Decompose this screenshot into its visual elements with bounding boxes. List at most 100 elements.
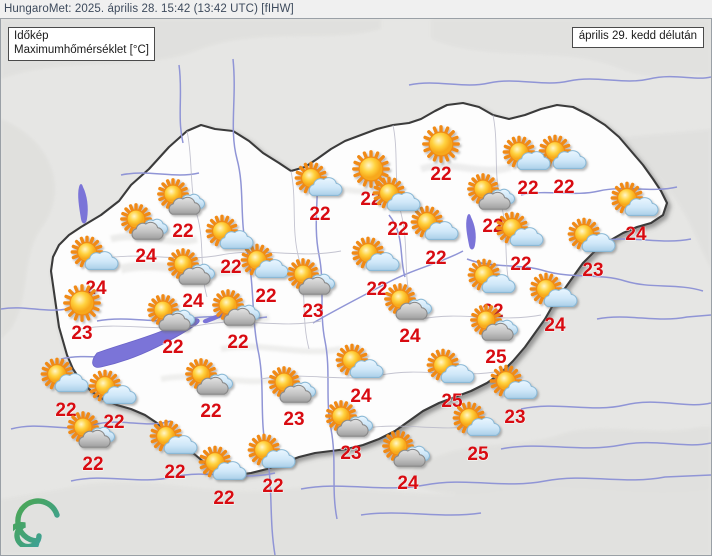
hungaromet-logo-icon: [13, 498, 60, 547]
station-temperature: 22: [255, 286, 277, 307]
station-temperature: 24: [399, 326, 421, 347]
sun-behind-gray-cloud-icon: [371, 428, 445, 478]
sun-behind-light-cloud-icon: [361, 174, 435, 224]
map-title-line1: Időkép: [14, 30, 49, 42]
station-temperature: 25: [441, 391, 463, 412]
station-marker[interactable]: 24: [371, 428, 445, 493]
station-marker[interactable]: 22: [187, 443, 261, 508]
station-marker[interactable]: 22: [404, 119, 478, 184]
sun-behind-gray-cloud-icon: [109, 201, 183, 251]
station-temperature: 22: [262, 476, 284, 497]
station-marker[interactable]: 25: [415, 346, 489, 411]
station-marker[interactable]: 22: [334, 144, 408, 209]
sun-behind-light-cloud-icon: [518, 270, 592, 320]
station-temperature: 24: [625, 224, 647, 245]
station-marker[interactable]: 22: [194, 212, 268, 277]
station-marker[interactable]: 22: [283, 159, 357, 224]
station-temperature: 22: [425, 248, 447, 269]
station-marker[interactable]: 22: [491, 133, 565, 198]
station-marker[interactable]: 23: [314, 398, 388, 463]
station-temperature: 22: [553, 177, 575, 198]
sun-icon: [404, 119, 478, 169]
station-marker[interactable]: 24: [518, 270, 592, 335]
station-marker[interactable]: 22: [361, 174, 435, 239]
station-marker[interactable]: 22: [146, 176, 220, 241]
station-temperature: 22: [162, 337, 184, 358]
sun-behind-light-cloud-icon: [441, 399, 515, 449]
sun-behind-gray-cloud-icon: [136, 292, 210, 342]
station-marker[interactable]: 22: [29, 355, 103, 420]
sun-behind-gray-cloud-icon: [257, 364, 331, 414]
station-temperature: 22: [366, 279, 388, 300]
sun-behind-gray-cloud-icon: [174, 356, 248, 406]
station-temperature: 23: [71, 323, 93, 344]
station-temperature: 23: [302, 301, 324, 322]
station-marker[interactable]: 24: [599, 179, 673, 244]
station-temperature: 24: [397, 473, 419, 494]
station-temperature: 25: [485, 347, 507, 368]
sun-behind-gray-cloud-icon: [314, 398, 388, 448]
station-temperature: 22: [517, 178, 539, 199]
station-marker[interactable]: 23: [276, 256, 350, 321]
sun-behind-light-cloud-icon: [399, 203, 473, 253]
sun-behind-gray-cloud-icon: [459, 302, 533, 352]
station-temperature: 22: [103, 412, 125, 433]
station-marker[interactable]: 22: [484, 209, 558, 274]
station-temperature: 22: [213, 488, 235, 509]
sun-behind-gray-cloud-icon: [456, 171, 530, 221]
station-marker[interactable]: 22: [236, 431, 310, 496]
sun-behind-light-cloud-icon: [456, 256, 530, 306]
sun-behind-light-cloud-icon: [324, 341, 398, 391]
station-marker[interactable]: 22: [456, 171, 530, 236]
station-temperature: 22: [227, 332, 249, 353]
sun-behind-light-cloud-icon: [484, 209, 558, 259]
forecast-period-box: április 29. kedd délután: [571, 27, 704, 48]
sun-behind-light-cloud-icon: [29, 355, 103, 405]
sun-icon: [45, 278, 119, 328]
station-temperature: 22: [200, 401, 222, 422]
station-temperature: 24: [135, 246, 157, 267]
sun-behind-light-cloud-icon: [283, 159, 357, 209]
sun-behind-gray-cloud-icon: [373, 281, 447, 331]
station-marker[interactable]: 24: [156, 246, 230, 311]
station-temperature: 23: [340, 443, 362, 464]
station-marker[interactable]: 24: [373, 281, 447, 346]
station-temperature: 23: [504, 407, 526, 428]
station-temperature: 22: [387, 219, 409, 240]
map-title-box: Időkép Maximumhőmérséklet [°C]: [8, 27, 155, 61]
station-marker[interactable]: 22: [136, 292, 210, 357]
station-marker[interactable]: 24: [109, 201, 183, 266]
station-marker[interactable]: 22: [399, 203, 473, 268]
station-marker[interactable]: 23: [478, 362, 552, 427]
station-marker[interactable]: 25: [441, 399, 515, 464]
sun-behind-light-cloud-icon: [187, 443, 261, 493]
station-temperature: 22: [309, 204, 331, 225]
station-marker[interactable]: 22: [340, 234, 414, 299]
station-marker[interactable]: 22: [174, 356, 248, 421]
station-marker[interactable]: 22: [138, 417, 212, 482]
sun-behind-light-cloud-icon: [59, 233, 133, 283]
sun-behind-light-cloud-icon: [599, 179, 673, 229]
station-marker[interactable]: 22: [56, 409, 130, 474]
station-marker[interactable]: 22: [201, 287, 275, 352]
sun-behind-light-cloud-icon: [77, 367, 151, 417]
station-marker[interactable]: 22: [77, 367, 151, 432]
sun-behind-light-cloud-icon: [138, 417, 212, 467]
sun-behind-light-cloud-icon: [340, 234, 414, 284]
station-marker[interactable]: 22: [229, 241, 303, 306]
sun-behind-light-cloud-icon: [229, 241, 303, 291]
sun-behind-gray-cloud-icon: [56, 409, 130, 459]
map-canvas[interactable]: Időkép Maximumhőmérséklet [°C] április 2…: [0, 18, 712, 556]
station-marker[interactable]: 23: [257, 364, 331, 429]
station-marker[interactable]: 23: [45, 278, 119, 343]
station-temperature: 24: [350, 386, 372, 407]
station-temperature: 23: [582, 260, 604, 281]
sun-behind-light-cloud-icon: [415, 346, 489, 396]
sun-behind-light-cloud-icon: [491, 133, 565, 183]
station-marker[interactable]: 23: [556, 215, 630, 280]
station-marker[interactable]: 25: [459, 302, 533, 367]
sun-behind-light-cloud-icon: [478, 362, 552, 412]
station-marker[interactable]: 24: [324, 341, 398, 406]
lake-tisza: [466, 214, 476, 250]
station-temperature: 24: [182, 291, 204, 312]
